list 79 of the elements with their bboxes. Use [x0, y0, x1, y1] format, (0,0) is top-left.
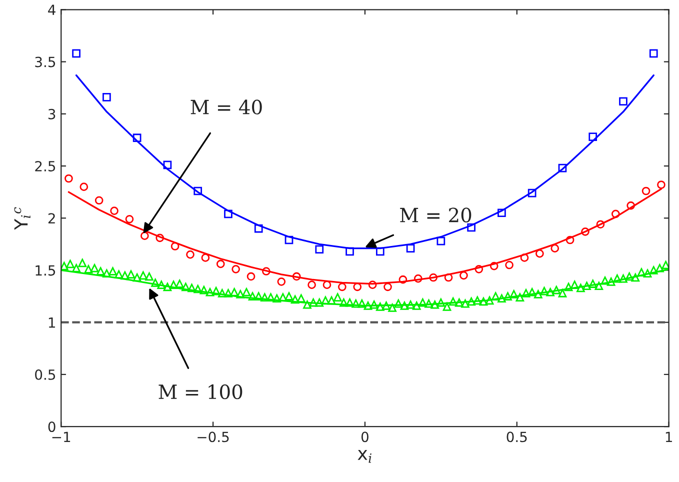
y-tick-label: 3.5 — [35, 56, 56, 68]
y-tick-label: 1.5 — [36, 265, 56, 276]
annotation: M = 100 — [158, 384, 242, 400]
point — [649, 49, 658, 58]
point — [163, 160, 172, 170]
y-tick-label: 2.5 — [35, 160, 56, 172]
point — [353, 282, 362, 292]
point — [376, 247, 384, 256]
point — [460, 271, 468, 280]
x-axis-title: x$_{i}$ — [358, 450, 372, 463]
point — [429, 273, 438, 282]
point — [125, 214, 134, 224]
point — [254, 224, 263, 233]
annotation: M = 40 — [190, 100, 262, 114]
y-tick-label: 4 — [48, 4, 56, 15]
point — [467, 223, 476, 232]
point — [170, 242, 180, 250]
point — [156, 234, 164, 242]
point — [398, 275, 408, 284]
point — [384, 282, 392, 292]
point — [498, 208, 506, 218]
point — [642, 186, 650, 196]
x-tick-label: 0 — [361, 432, 368, 442]
point — [64, 174, 73, 183]
point — [368, 280, 377, 289]
point — [315, 245, 324, 254]
point — [619, 97, 628, 106]
point — [194, 186, 202, 196]
point — [657, 180, 666, 189]
point — [406, 244, 415, 252]
point — [626, 201, 635, 210]
point — [550, 244, 560, 252]
point — [414, 274, 422, 283]
point — [444, 273, 453, 282]
point — [72, 49, 80, 58]
point — [505, 260, 514, 270]
point — [436, 236, 446, 246]
y-axis-title: Y$_{i}$$^{c}$ — [14, 207, 30, 230]
point — [474, 265, 484, 274]
point — [308, 280, 316, 289]
point — [277, 278, 286, 286]
point — [140, 232, 149, 240]
y-tick-label: 0 — [48, 422, 56, 432]
point — [528, 188, 536, 198]
point — [588, 132, 598, 141]
point — [284, 236, 294, 244]
point — [536, 249, 544, 258]
point — [216, 260, 225, 268]
point — [566, 236, 574, 244]
point — [262, 267, 270, 276]
y-tick-label: 0.5 — [35, 369, 56, 380]
point — [322, 280, 332, 289]
point — [201, 254, 210, 262]
point — [338, 282, 346, 292]
annotation: M = 20 — [400, 208, 472, 222]
point — [520, 254, 529, 262]
x-tick-label: 1 — [666, 432, 672, 442]
point — [596, 220, 605, 229]
point — [132, 134, 142, 142]
point — [581, 227, 590, 236]
x-tick-label: −0.5 — [198, 432, 229, 442]
point — [94, 196, 104, 205]
point — [490, 262, 498, 270]
y-tick-label: 1 — [48, 317, 55, 328]
x-tick-label: 0.5 — [506, 432, 527, 442]
point — [186, 250, 194, 259]
point — [232, 265, 240, 274]
point — [558, 164, 567, 172]
point — [110, 206, 118, 215]
point — [611, 210, 620, 218]
point — [292, 272, 301, 281]
point — [246, 272, 256, 281]
y-tick-label: 3 — [48, 108, 56, 120]
x-tick-label: −1 — [52, 432, 70, 442]
point — [224, 210, 232, 218]
point — [102, 93, 111, 102]
y-tick-label: 2 — [48, 213, 55, 224]
point — [346, 247, 354, 256]
point — [80, 182, 88, 191]
